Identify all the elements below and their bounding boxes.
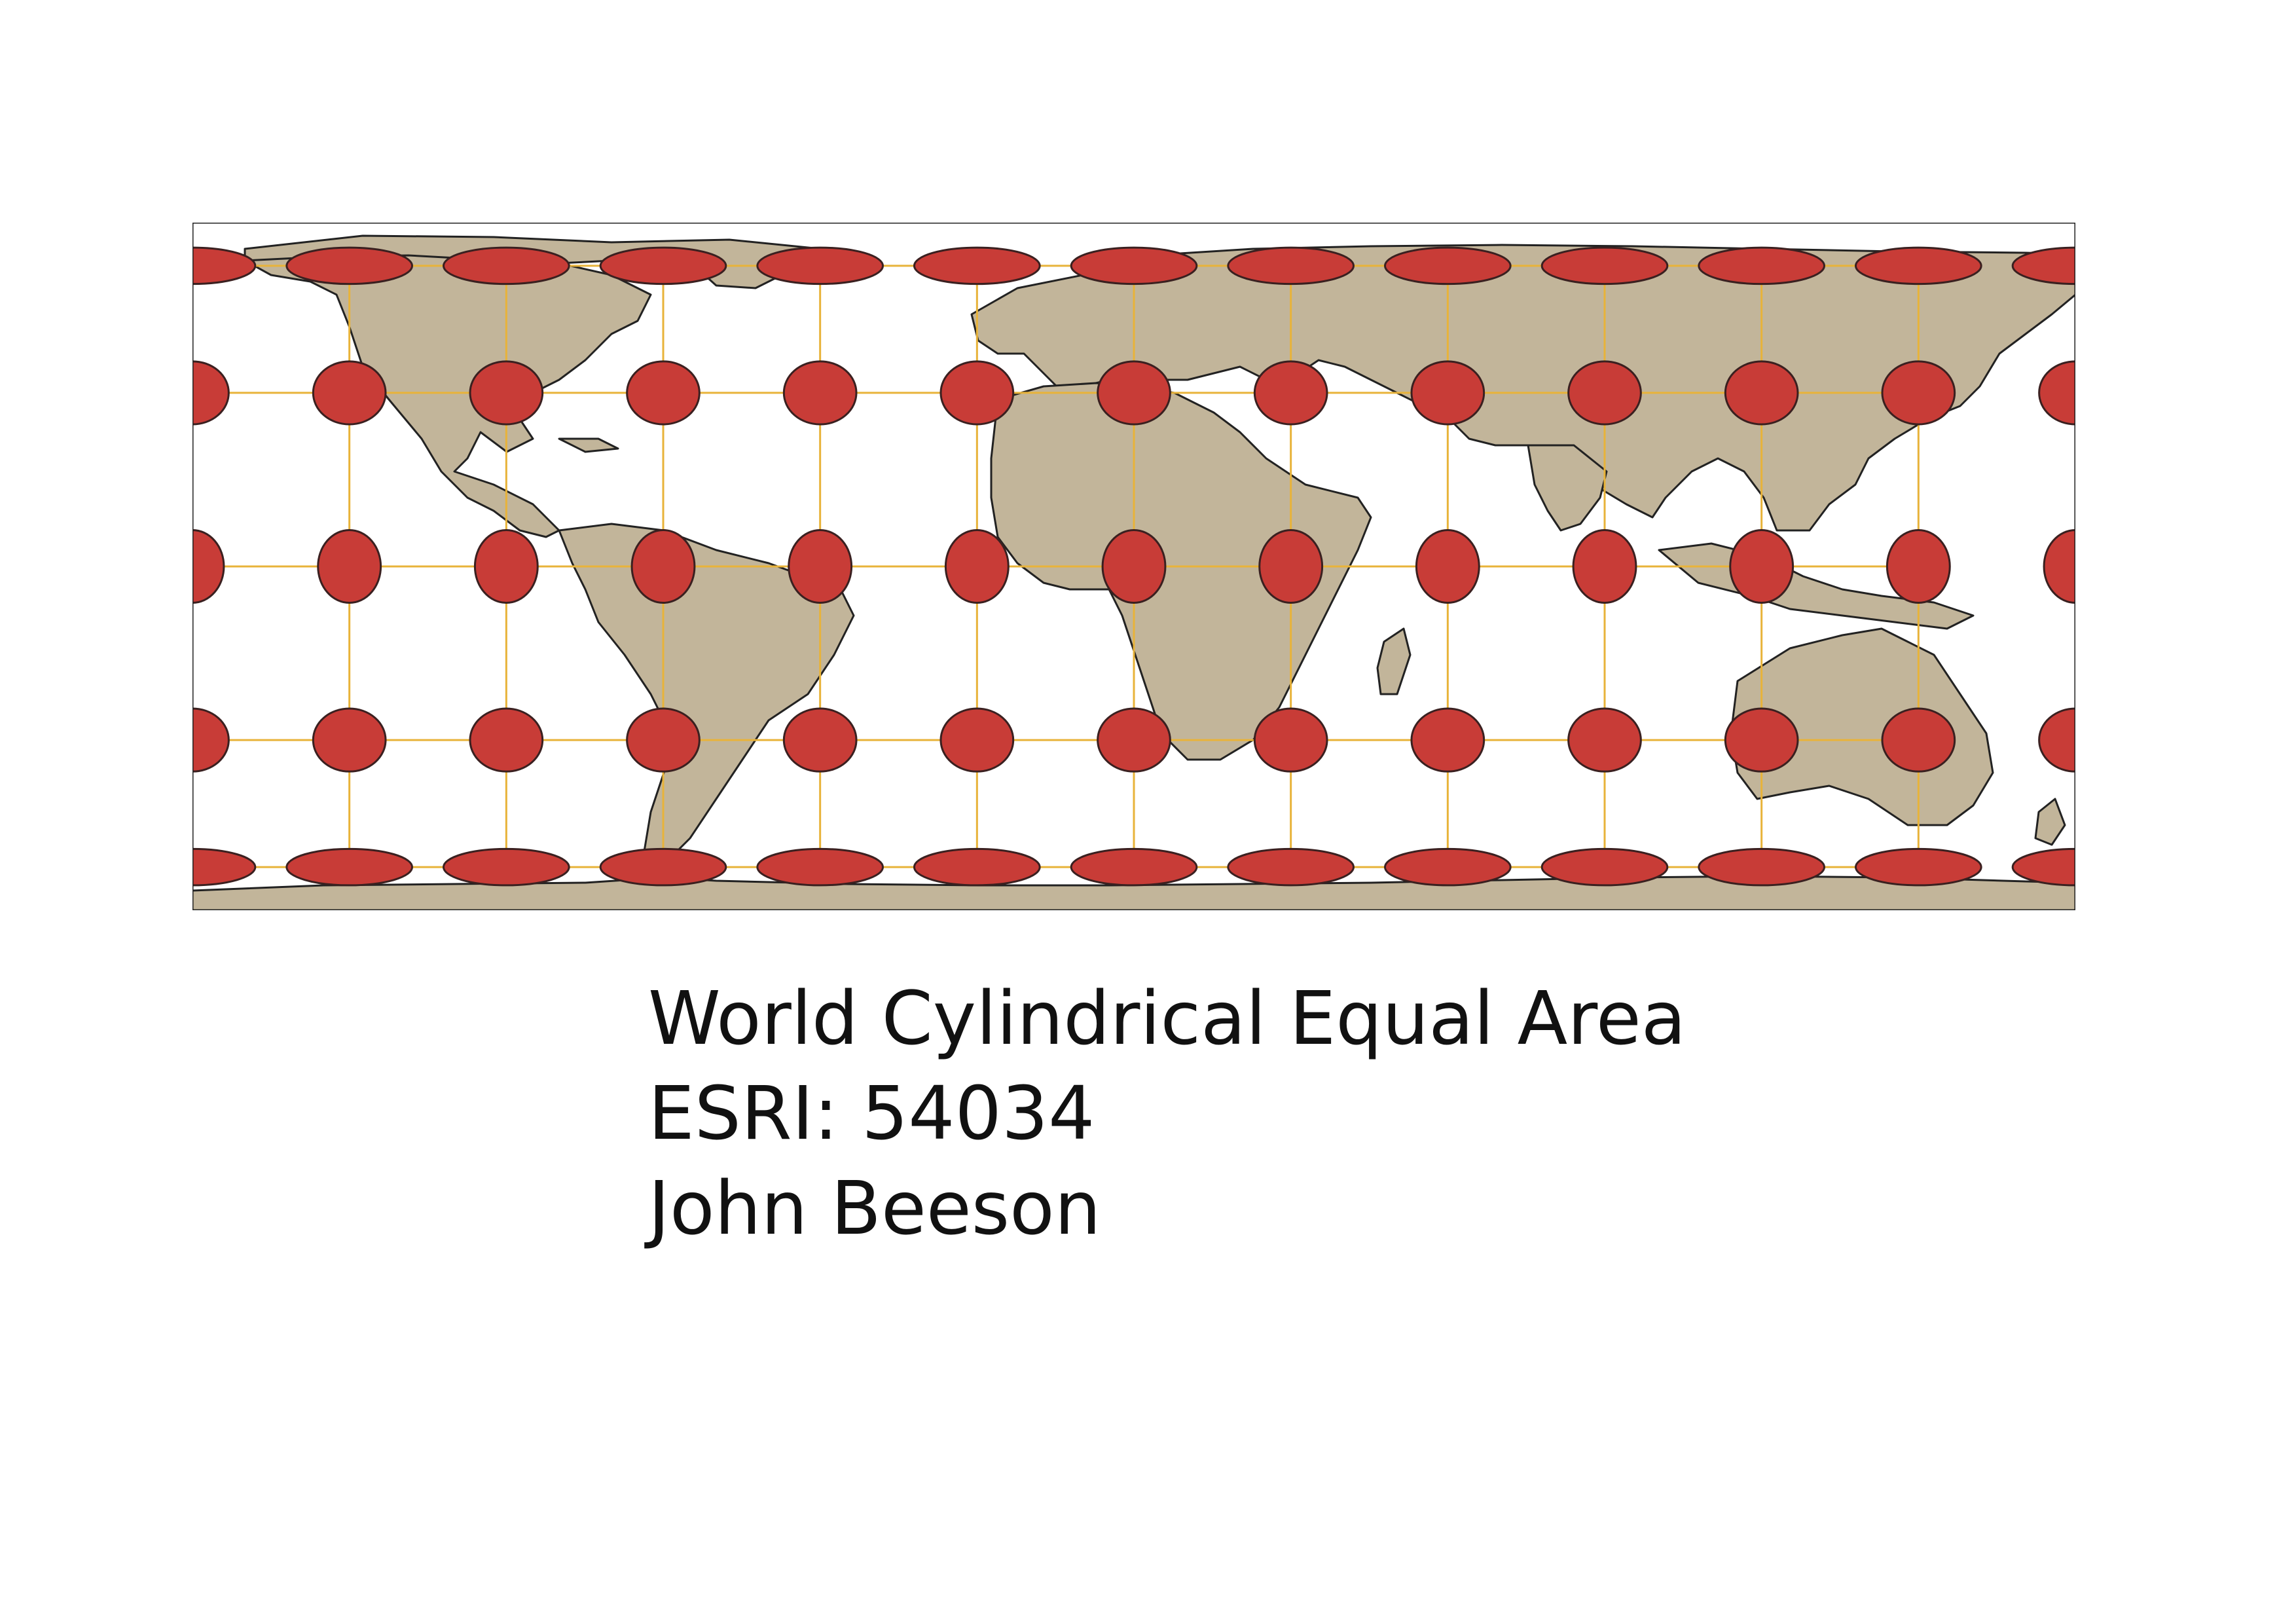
caribbean-islands	[558, 437, 619, 453]
tissot-indicatrix	[1881, 360, 1956, 426]
tissot-indicatrix	[312, 360, 387, 426]
world-map	[192, 223, 2075, 910]
tissot-indicatrix	[1881, 707, 1956, 773]
new-zealand	[2034, 798, 2066, 846]
tissot-indicatrix	[788, 528, 853, 604]
tissot-indicatrix	[599, 246, 727, 286]
tissot-indicatrix	[756, 246, 884, 286]
tissot-indicatrix	[630, 528, 696, 604]
tissot-indicatrix	[1101, 528, 1167, 604]
tissot-indicatrix	[1253, 707, 1328, 773]
tissot-indicatrix	[1886, 528, 1951, 604]
tissot-indicatrix	[1854, 847, 1982, 887]
tissot-indicatrix	[1410, 360, 1485, 426]
tissot-indicatrix	[1070, 246, 1198, 286]
tissot-indicatrix	[192, 847, 257, 887]
tissot-indicatrix	[312, 707, 387, 773]
tissot-indicatrices	[192, 246, 2075, 887]
tissot-indicatrix	[1227, 246, 1355, 286]
tissot-indicatrix	[1540, 246, 1669, 286]
tissot-indicatrix	[1383, 246, 1512, 286]
tissot-indicatrix	[469, 360, 544, 426]
tissot-indicatrix	[944, 528, 1010, 604]
tissot-indicatrix	[1567, 707, 1642, 773]
tissot-indicatrix	[1572, 528, 1637, 604]
tissot-indicatrix	[1698, 847, 1826, 887]
tissot-indicatrix	[1540, 847, 1669, 887]
tissot-indicatrix	[1698, 246, 1826, 286]
tissot-indicatrix	[1724, 707, 1799, 773]
esri-code: ESRI: 54034	[648, 1071, 1095, 1156]
tissot-indicatrix	[1097, 360, 1171, 426]
tissot-indicatrix	[1258, 528, 1324, 604]
tissot-indicatrix	[442, 847, 570, 887]
projection-title: World Cylindrical Equal Area	[648, 976, 1686, 1061]
india	[1527, 444, 1608, 532]
australia	[1730, 627, 1994, 826]
author-name: John Beeson	[648, 1166, 1101, 1251]
tissot-indicatrix	[192, 528, 225, 604]
tissot-indicatrix	[1410, 707, 1485, 773]
tissot-indicatrix	[939, 360, 1015, 426]
tissot-indicatrix	[913, 847, 1041, 887]
tissot-indicatrix	[1097, 707, 1171, 773]
tissot-indicatrix	[442, 246, 570, 286]
tissot-indicatrix	[1567, 360, 1642, 426]
tissot-indicatrix	[1724, 360, 1799, 426]
tissot-indicatrix	[756, 847, 884, 887]
tissot-indicatrix	[192, 707, 230, 773]
tissot-indicatrix	[626, 707, 701, 773]
madagascar	[1376, 627, 1412, 695]
tissot-indicatrix	[317, 528, 382, 604]
africa	[990, 382, 1372, 761]
tissot-indicatrix	[1253, 360, 1328, 426]
tissot-indicatrix	[1070, 847, 1198, 887]
tissot-indicatrix	[473, 528, 539, 604]
tissot-indicatrix	[1415, 528, 1480, 604]
tissot-indicatrix	[285, 847, 414, 887]
tissot-indicatrix	[192, 360, 230, 426]
tissot-indicatrix	[1729, 528, 1795, 604]
tissot-indicatrix	[1383, 847, 1512, 887]
tissot-indicatrix	[939, 707, 1015, 773]
tissot-indicatrix	[192, 246, 257, 286]
tissot-indicatrix	[285, 246, 414, 286]
tissot-indicatrix	[1227, 847, 1355, 887]
tissot-indicatrix	[2038, 707, 2075, 773]
tissot-indicatrix	[626, 360, 701, 426]
tissot-indicatrix	[1854, 246, 1982, 286]
tissot-indicatrix	[913, 246, 1041, 286]
tissot-indicatrix	[2038, 360, 2075, 426]
tissot-indicatrix	[782, 360, 858, 426]
map-frame	[192, 223, 2075, 910]
tissot-indicatrix	[469, 707, 544, 773]
tissot-indicatrix	[599, 847, 727, 887]
tissot-indicatrix	[782, 707, 858, 773]
south-america	[558, 523, 855, 866]
